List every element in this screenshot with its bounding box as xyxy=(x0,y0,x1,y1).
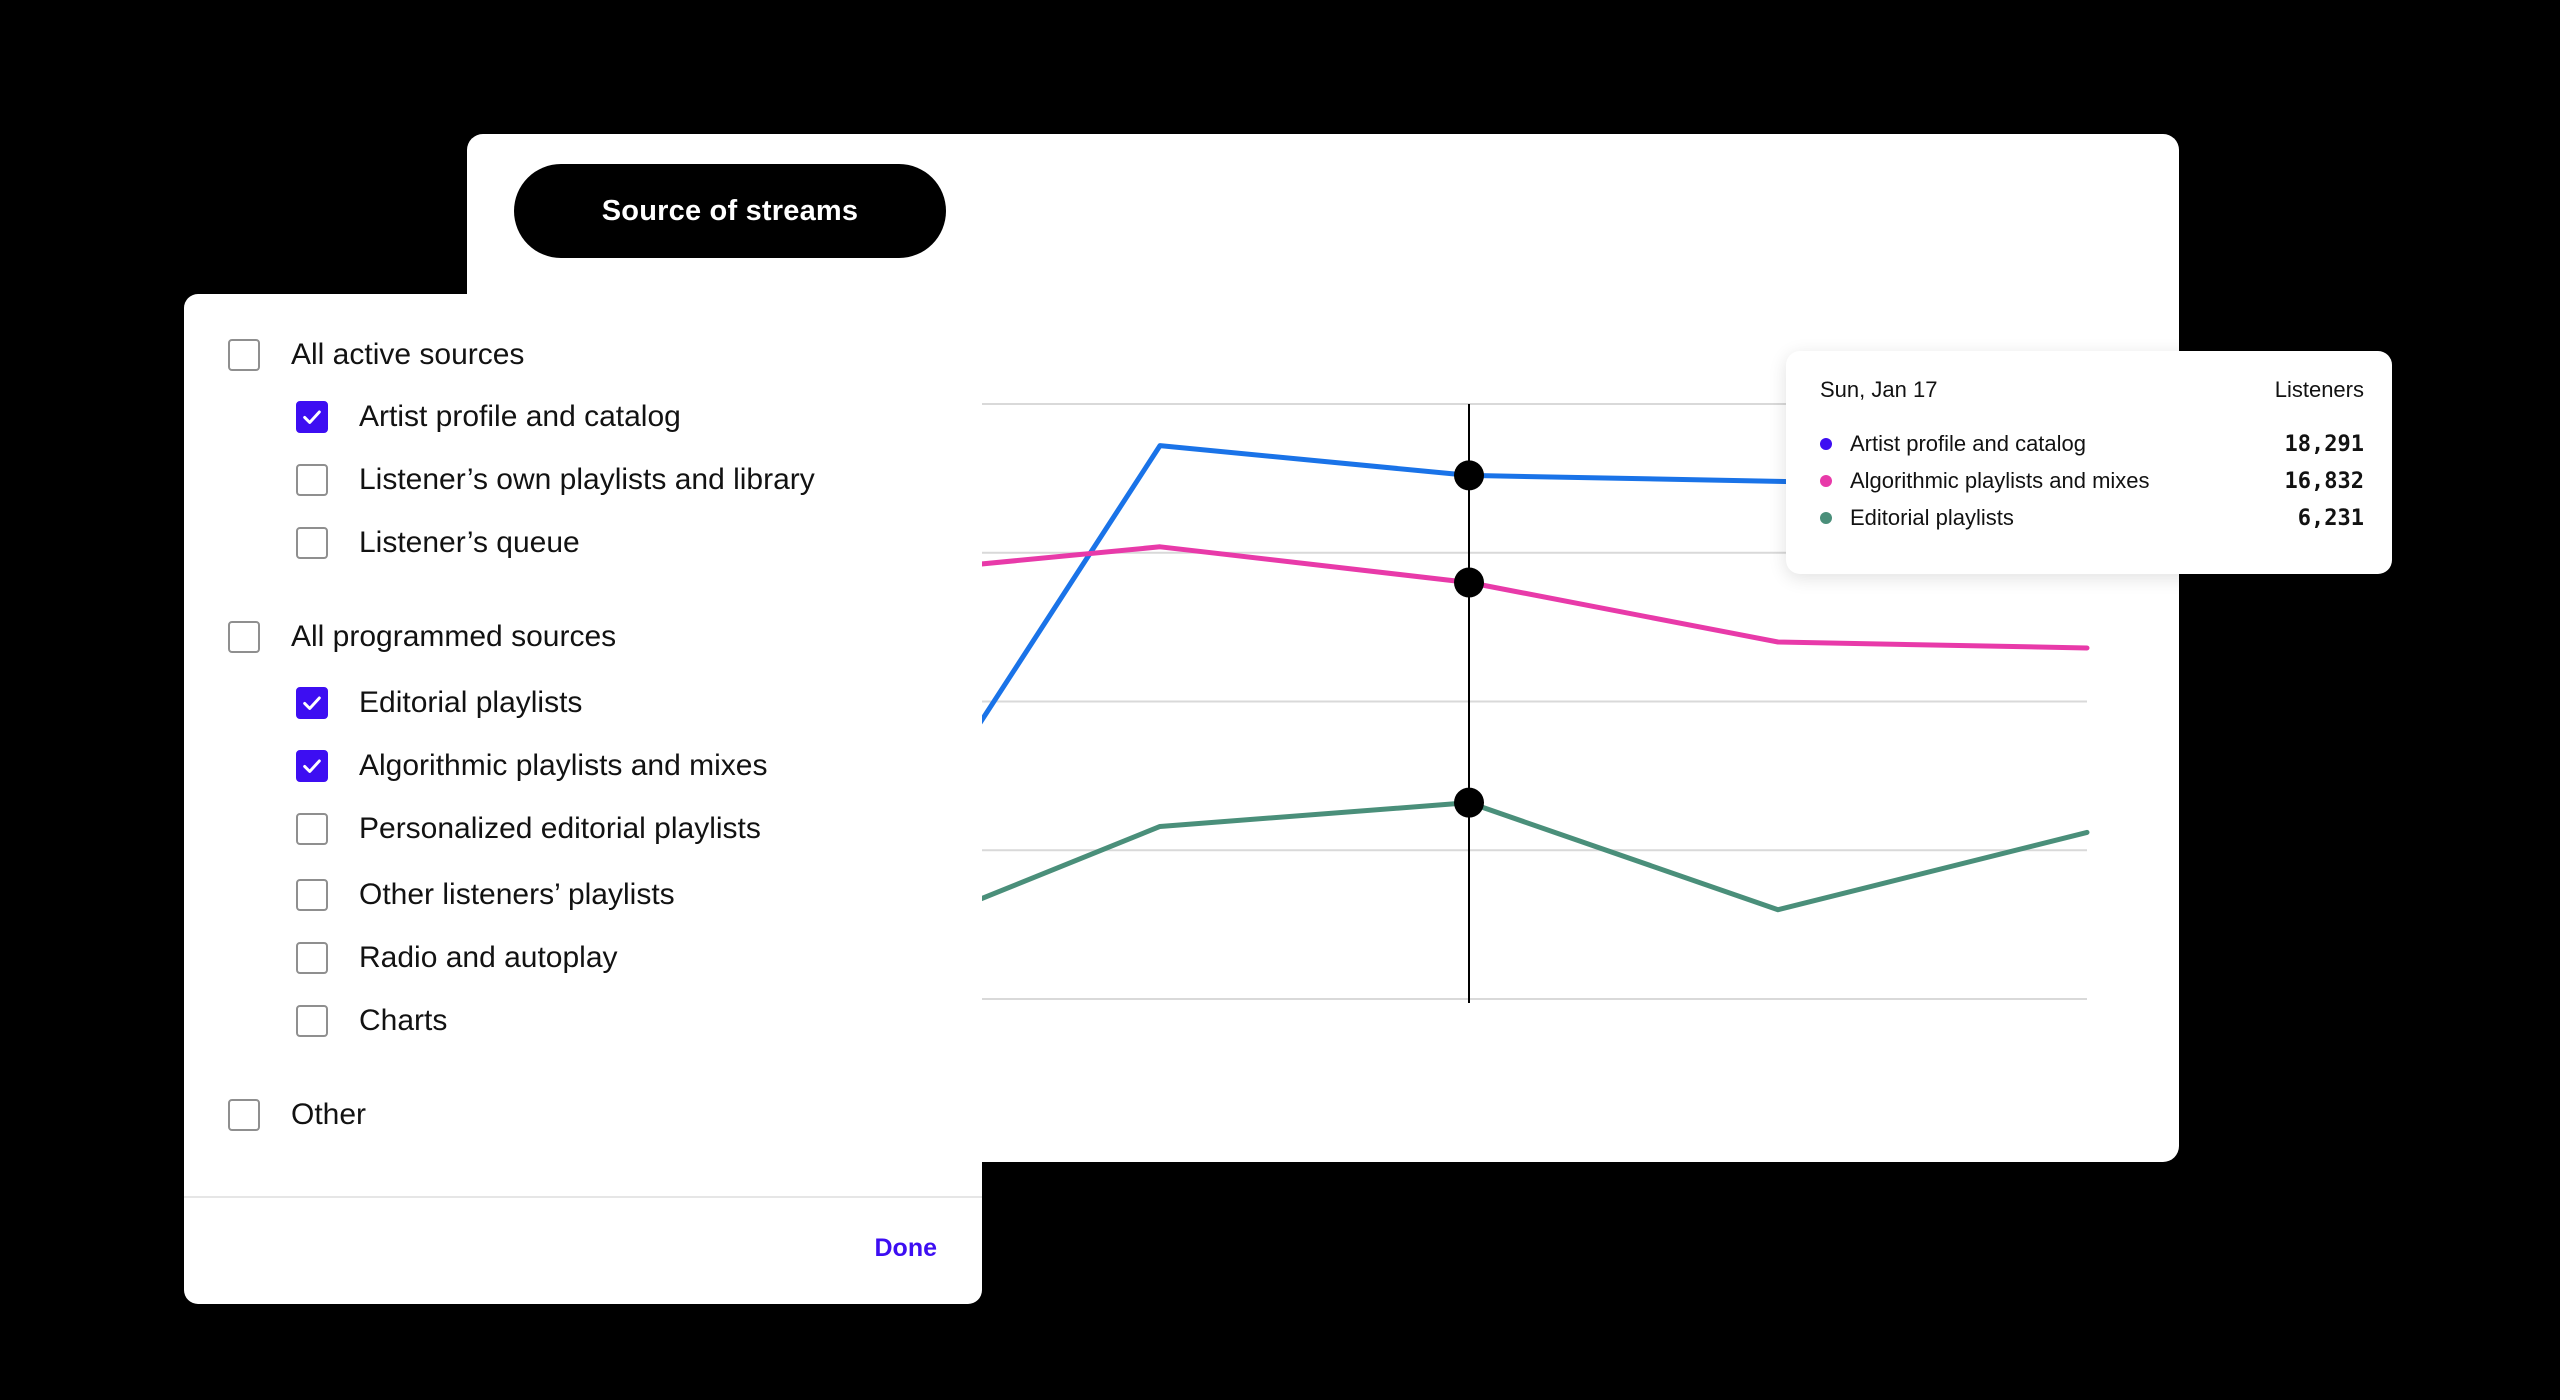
tooltip-row-label: Editorial playlists xyxy=(1850,505,2014,530)
checkbox-label: Artist profile and catalog xyxy=(359,400,681,433)
checkbox-all-active-sources[interactable]: All active sources xyxy=(228,338,524,372)
checkbox-listeners-own-playlists[interactable]: Listener’s own playlists and library xyxy=(296,463,815,497)
tooltip-row: Artist profile and catalog 18,291 xyxy=(1820,429,2364,459)
checkbox-icon[interactable] xyxy=(296,1005,328,1037)
checkbox-listeners-queue[interactable]: Listener’s queue xyxy=(296,526,580,560)
checkbox-icon[interactable] xyxy=(296,527,328,559)
checkbox-label: All programmed sources xyxy=(291,620,617,653)
highlight-point xyxy=(1454,787,1484,818)
checkbox-icon[interactable] xyxy=(228,621,260,653)
checkbox-label: Other xyxy=(291,1098,367,1131)
tooltip-row: Algorithmic playlists and mixes 16,832 xyxy=(1820,466,2364,496)
checkbox-other-listeners-playlists[interactable]: Other listeners’ playlists xyxy=(296,878,675,912)
chart-tooltip: Sun, Jan 17 Listeners Artist profile and… xyxy=(1786,351,2392,574)
checkbox-editorial-playlists[interactable]: Editorial playlists xyxy=(296,686,582,720)
checkbox-personalized-editorial[interactable]: Personalized editorial playlists xyxy=(296,812,761,846)
checkbox-icon[interactable] xyxy=(296,750,328,782)
checkmark-icon xyxy=(303,759,321,773)
series-color-dot xyxy=(1820,475,1832,487)
checkbox-label: Listener’s queue xyxy=(359,526,580,559)
checkbox-icon[interactable] xyxy=(296,464,328,496)
checkbox-icon[interactable] xyxy=(296,401,328,433)
checkbox-all-programmed-sources[interactable]: All programmed sources xyxy=(228,620,616,654)
series-color-dot xyxy=(1820,438,1832,450)
checkbox-radio-and-autoplay[interactable]: Radio and autoplay xyxy=(296,941,618,975)
checkbox-label: Charts xyxy=(359,1004,448,1037)
checkbox-label: Personalized editorial playlists xyxy=(359,812,761,845)
checkbox-label: Editorial playlists xyxy=(359,686,583,719)
checkmark-icon xyxy=(303,410,321,424)
panel-divider xyxy=(184,1196,982,1198)
tooltip-row-label: Artist profile and catalog xyxy=(1850,431,2087,456)
done-button[interactable]: Done xyxy=(874,1234,938,1262)
checkbox-label: Radio and autoplay xyxy=(359,941,618,974)
checkbox-label: All active sources xyxy=(291,338,525,371)
highlight-point xyxy=(1454,567,1484,598)
checkbox-icon[interactable] xyxy=(228,339,260,371)
checkbox-label: Listener’s own playlists and library xyxy=(359,463,815,496)
checkbox-charts[interactable]: Charts xyxy=(296,1004,447,1038)
series-color-dot xyxy=(1820,512,1832,524)
highlight-point xyxy=(1454,460,1484,491)
checkbox-label: Other listeners’ playlists xyxy=(359,878,675,911)
checkmark-icon xyxy=(303,696,321,710)
checkbox-label: Algorithmic playlists and mixes xyxy=(359,749,768,782)
tooltip-row-value: 6,231 xyxy=(2297,505,2364,531)
checkbox-icon[interactable] xyxy=(296,813,328,845)
tooltip-row: Editorial playlists 6,231 xyxy=(1820,503,2364,533)
tooltip-header: Listeners xyxy=(2274,377,2364,402)
checkbox-icon[interactable] xyxy=(228,1099,260,1131)
checkbox-algorithmic-playlists[interactable]: Algorithmic playlists and mixes xyxy=(296,749,767,783)
checkbox-artist-profile-and-catalog[interactable]: Artist profile and catalog xyxy=(296,400,681,434)
checkbox-icon[interactable] xyxy=(296,879,328,911)
tooltip-row-value: 16,832 xyxy=(2284,468,2364,494)
source-filter-panel: All active sources Artist profile and ca… xyxy=(184,294,982,1304)
tooltip-row-label: Algorithmic playlists and mixes xyxy=(1850,468,2150,493)
tooltip-date: Sun, Jan 17 xyxy=(1820,377,1938,402)
checkbox-other[interactable]: Other xyxy=(228,1098,366,1132)
checkbox-icon[interactable] xyxy=(296,942,328,974)
tooltip-row-value: 18,291 xyxy=(2284,431,2364,457)
source-of-streams-button[interactable]: Source of streams xyxy=(514,164,946,258)
checkbox-icon[interactable] xyxy=(296,687,328,719)
